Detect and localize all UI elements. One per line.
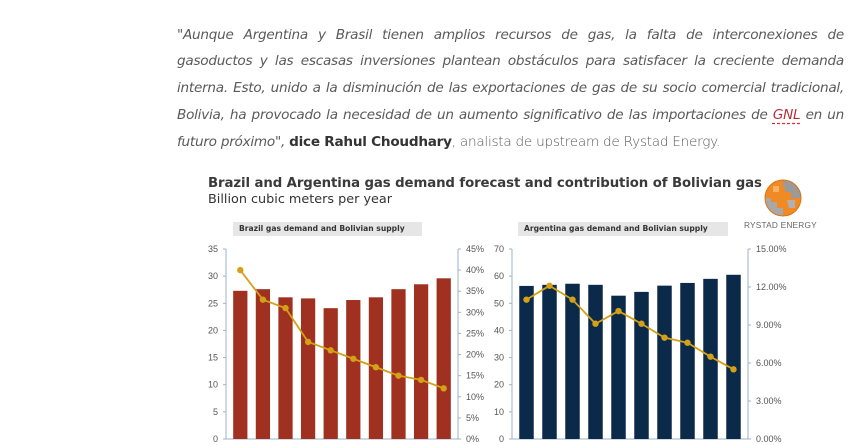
argentina-right-tick-label: 12.00% (756, 282, 787, 292)
argentina-demand-bar (588, 284, 603, 439)
brazil-left-tick-label: 10 (208, 380, 218, 390)
brazil-right-tick-label: 35% (466, 286, 484, 296)
quote-text: "Aunque Argentina y Brasil tienen amplio… (177, 26, 844, 123)
argentina-left-tick-label: 40 (494, 325, 504, 335)
argentina-left-tick-label: 50 (494, 298, 504, 308)
argentina-chart: 0 10 20 30 40 50 60 70 0.00% 3.00% 6.00% 9.00% 12.00… (494, 244, 787, 444)
brazil-demand-bar (255, 289, 271, 439)
argentina-bolivian-share-point (684, 339, 691, 346)
brazil-bolivian-share-point (440, 385, 447, 392)
brazil-left-tick-label: 5 (213, 407, 218, 417)
brazil-right-tick-label: 20% (466, 350, 484, 360)
brazil-chart: 0 5 10 15 20 25 30 35 0% 5% 10% 15% 20% 25% 30% 35% 40% 4… (208, 244, 484, 444)
brazil-right-tick-label: 0% (466, 434, 479, 444)
brazil-bolivian-share-point (327, 347, 334, 354)
brazil-bolivian-share-line (239, 269, 445, 390)
brazil-demand-bar (436, 278, 451, 439)
argentina-bolivian-share-point (615, 307, 622, 315)
brazil-left-tick-label: 20 (208, 325, 218, 335)
brazil-demand-bar (323, 308, 338, 439)
figure-subtitle: Billion cubic meters per year (208, 192, 393, 207)
brazil-bolivian-share-point (372, 364, 380, 371)
brazil-demand-bar (278, 297, 293, 439)
argentina-demand-bar (542, 284, 557, 439)
brazil-demand-bar (233, 290, 248, 439)
argentina-demand-bar (726, 274, 741, 439)
figure-title: Brazil and Argentina gas demand forecast… (208, 176, 762, 191)
brazil-left-tick-label: 15 (208, 353, 218, 363)
argentina-right-tick-label: 0.00% (756, 434, 782, 444)
argentina-left-tick-label: 30 (494, 353, 504, 363)
brazil-right-tick-label: 25% (466, 328, 484, 338)
argentina-bolivian-share-point (592, 320, 599, 327)
brazil-right-tick-label: 5% (466, 413, 479, 423)
argentina-demand-bar (657, 285, 672, 439)
brazil-bolivian-share-point (350, 355, 357, 362)
rystad-logo-icon (764, 179, 802, 217)
quote-paragraph: "Aunque Argentina y Brasil tienen amplio… (177, 22, 844, 156)
brazil-right-tick-label: 30% (466, 307, 484, 317)
speaker-role: , analista de upstream de Rystad Energy. (451, 133, 721, 150)
brazil-demand-bar (413, 284, 429, 439)
brazil-panel-title: Brazil gas demand and Bolivian supply (233, 222, 422, 236)
brazil-bolivian-share-point (304, 338, 312, 346)
argentina-demand-bar (519, 285, 534, 439)
brazil-left-tick-label: 35 (208, 244, 218, 254)
brazil-left-tick-label: 0 (213, 434, 218, 444)
argentina-bolivian-share-point (569, 296, 576, 303)
speaker-name: dice Rahul Choudhary (289, 133, 452, 150)
argentina-right-tick-label: 15.00% (756, 244, 787, 254)
brazil-left-tick-label: 25 (208, 298, 218, 308)
argentina-bolivian-share-point (638, 320, 645, 327)
argentina-demand-bar (611, 295, 626, 439)
quote-text-end: en un futuro próximo", (177, 106, 845, 150)
charts-canvas: 0 5 10 15 20 25 30 35 0% 5% 10% 15% 20% 25% 30% 35% 40% 4… (208, 244, 787, 444)
argentina-right-tick-label: 9.00% (756, 320, 782, 330)
brazil-right-tick-label: 10% (466, 392, 484, 402)
brazil-right-tick-label: 15% (466, 371, 484, 381)
brazil-right-tick-label: 45% (466, 244, 484, 254)
brazil-bolivian-share-point (282, 304, 289, 312)
brazil-bolivian-share-point (417, 376, 425, 384)
gnl-abbreviation[interactable]: GNL (772, 106, 801, 123)
brazil-bolivian-share-point (395, 372, 402, 379)
argentina-left-tick-label: 70 (494, 244, 504, 254)
argentina-bolivian-share-point (661, 334, 668, 341)
brazil-demand-bar (346, 300, 361, 439)
brazil-right-tick-label: 40% (466, 265, 484, 275)
brazil-demand-bar (300, 298, 316, 439)
gas-demand-figure: Brazil and Argentina gas demand forecast… (195, 170, 845, 445)
argentina-left-tick-label: 20 (494, 380, 504, 390)
brazil-bolivian-share-point (259, 296, 267, 303)
brazil-bolivian-share-point (237, 266, 244, 274)
argentina-right-tick-label: 3.00% (756, 396, 782, 406)
argentina-demand-bar (634, 291, 649, 439)
argentina-bolivian-share-point (546, 282, 553, 289)
argentina-demand-bar (565, 283, 580, 439)
argentina-left-tick-label: 10 (494, 407, 504, 417)
logo-text: RYSTAD ENERGY (744, 220, 817, 230)
argentina-bolivian-share-line (526, 284, 734, 371)
argentina-bolivian-share-point (707, 353, 714, 360)
brazil-left-tick-label: 30 (208, 271, 218, 281)
argentina-left-tick-label: 0 (499, 434, 504, 444)
argentina-panel-title: Argentina gas demand and Bolivian supply (518, 222, 728, 236)
argentina-bolivian-share-point (523, 296, 530, 303)
brazil-demand-bar (391, 289, 406, 439)
argentina-right-tick-label: 6.00% (756, 358, 782, 368)
argentina-bolivian-share-point (730, 366, 737, 373)
argentina-demand-bar (680, 282, 695, 439)
argentina-left-tick-label: 60 (494, 271, 504, 281)
